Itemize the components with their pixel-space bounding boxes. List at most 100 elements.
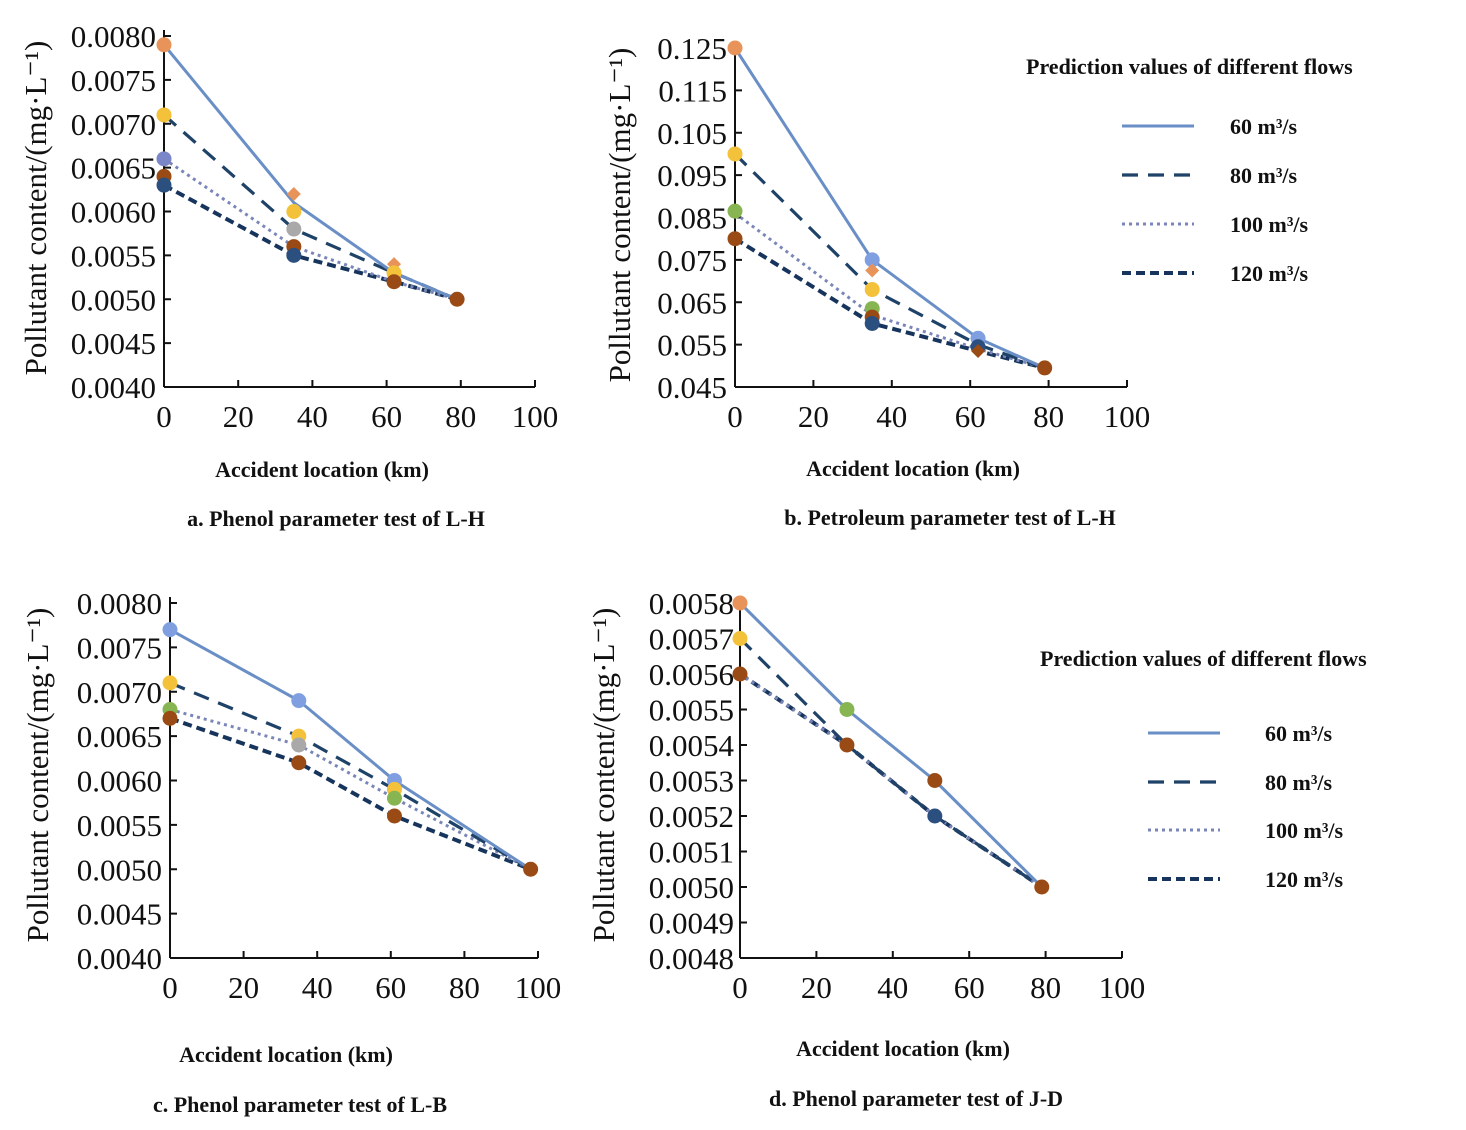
data-point <box>449 291 465 307</box>
y-tick-label: 0.0055 <box>71 238 156 273</box>
y-tick-label: 0.0048 <box>649 941 734 976</box>
series-line-100 <box>169 708 532 871</box>
series-line-100 <box>734 212 1046 370</box>
y-tick-label: 0.0049 <box>649 906 734 941</box>
series-line-60 <box>738 601 1043 889</box>
x-tick-label: 60 <box>955 399 986 434</box>
series-line-60 <box>169 628 532 871</box>
data-point <box>1034 879 1050 895</box>
y-tick-label: 0.0075 <box>77 630 162 665</box>
data-point <box>839 702 855 717</box>
y-tick-label: 0.0070 <box>71 107 156 142</box>
legend-item-label: 120 m³/s <box>1230 261 1309 286</box>
x-axis-label: Accident location (km) <box>215 457 429 482</box>
x-tick-label: 100 <box>1104 399 1151 434</box>
data-point <box>291 755 307 771</box>
series-line-120 <box>733 236 1046 370</box>
y-tick-label: 0.055 <box>657 328 727 363</box>
x-tick-label: 80 <box>449 970 480 1005</box>
series-line-100 <box>163 157 458 301</box>
data-point <box>291 737 307 753</box>
chart-caption: d. Phenol parameter test of J-D <box>769 1086 1063 1111</box>
data-point <box>156 107 172 123</box>
y-tick-label: 0.115 <box>658 73 727 108</box>
y-tick-label: 0.0058 <box>649 586 734 621</box>
data-point <box>727 231 743 247</box>
chart-caption: a. Phenol parameter test of L-H <box>187 506 485 531</box>
y-tick-label: 0.075 <box>657 243 727 278</box>
x-tick-label: 20 <box>228 970 259 1005</box>
x-tick-label: 40 <box>297 399 328 434</box>
x-axis-label: Accident location (km) <box>179 1042 393 1067</box>
legend-item-label: 100 m³/s <box>1230 212 1309 237</box>
x-axis-label: Accident location (km) <box>796 1036 1010 1061</box>
legend-item-label: 80 m³/s <box>1265 770 1333 795</box>
y-tick-label: 0.0051 <box>649 835 734 870</box>
chart-caption: c. Phenol parameter test of L-B <box>153 1092 447 1117</box>
y-tick-label: 0.095 <box>657 158 727 193</box>
data-point <box>727 203 743 219</box>
y-tick-label: 0.0045 <box>71 326 156 361</box>
y-tick-label: 0.0060 <box>77 764 162 799</box>
chart-caption: b. Petroleum parameter test of L-H <box>784 505 1116 530</box>
y-tick-label: 0.0045 <box>77 897 162 932</box>
data-point <box>864 282 880 298</box>
x-tick-label: 20 <box>223 399 254 434</box>
legend-item-label: 60 m³/s <box>1265 721 1333 746</box>
legend-title: Prediction values of different flows <box>1026 54 1353 79</box>
series-line-60 <box>733 47 1046 370</box>
legend-title: Prediction values of different flows <box>1040 646 1367 671</box>
y-tick-label: 0.0050 <box>71 282 156 317</box>
y-tick-label: 0.0054 <box>649 728 735 763</box>
x-tick-label: 20 <box>801 970 832 1005</box>
y-tick-label: 0.0055 <box>649 693 734 728</box>
data-point <box>864 315 880 331</box>
x-tick-label: 0 <box>732 970 748 1005</box>
data-point <box>927 808 943 824</box>
data-point <box>162 710 178 726</box>
x-tick-label: 40 <box>302 970 333 1005</box>
y-tick-label: 0.0060 <box>71 195 156 230</box>
chart-panel-b: 0 20 40 60 80 100 0.045 0.055 0.065 0.075 0.085 0.0… <box>602 31 1150 530</box>
y-tick-label: 0.0055 <box>77 808 162 843</box>
y-axis-label: Pollutant content/(mg·L⁻¹) <box>20 608 55 943</box>
legend-item-label: 60 m³/s <box>1230 114 1298 139</box>
y-tick-label: 0.0040 <box>77 941 162 976</box>
data-point <box>156 37 172 53</box>
x-tick-label: 40 <box>876 399 907 434</box>
x-tick-label: 60 <box>954 970 985 1005</box>
data-point <box>162 622 178 638</box>
y-tick-label: 0.085 <box>657 201 727 236</box>
legend-bottom: Prediction values of different flows 60 … <box>1040 646 1367 892</box>
data-point <box>156 177 172 193</box>
y-axis-label: Pollutant content/(mg·L⁻¹) <box>602 48 637 383</box>
y-tick-label: 0.0056 <box>649 657 734 692</box>
x-tick-label: 0 <box>156 399 172 434</box>
series-line-60 <box>162 43 458 301</box>
x-tick-label: 0 <box>162 970 178 1005</box>
legend-top: Prediction values of different flows 60 … <box>1026 54 1353 286</box>
x-tick-label: 60 <box>375 970 406 1005</box>
data-point <box>386 808 402 824</box>
y-tick-label: 0.045 <box>657 370 727 405</box>
y-tick-label: 0.125 <box>657 31 727 66</box>
data-point <box>386 274 402 290</box>
y-tick-label: 0.0065 <box>77 719 162 754</box>
data-point <box>523 861 539 877</box>
series-line-100 <box>739 672 1043 889</box>
x-tick-label: 40 <box>877 970 908 1005</box>
x-axis-label: Accident location (km) <box>806 456 1020 481</box>
y-tick-label: 0.0057 <box>649 622 734 657</box>
x-tick-label: 100 <box>515 970 562 1005</box>
legend-item-label: 80 m³/s <box>1230 163 1298 188</box>
y-tick-label: 0.0075 <box>71 63 156 98</box>
y-tick-label: 0.0052 <box>649 799 734 834</box>
chart-panel-d: 0 20 40 60 80 1000.00480.00490.00500.00510.00… <box>586 586 1145 1111</box>
y-tick-label: 0.0080 <box>71 19 156 54</box>
data-point <box>727 40 743 56</box>
x-tick-label: 0 <box>727 399 743 434</box>
y-tick-label: 0.0050 <box>77 852 162 887</box>
data-point <box>727 146 743 162</box>
x-tick-label: 80 <box>445 399 476 434</box>
